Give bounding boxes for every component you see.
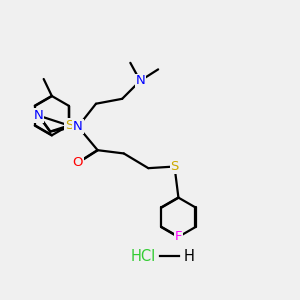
Text: HCl: HCl [131, 249, 156, 264]
Text: N: N [73, 120, 83, 133]
Text: S: S [170, 160, 179, 173]
Text: H: H [184, 249, 195, 264]
Text: S: S [65, 119, 73, 132]
Text: O: O [73, 156, 83, 169]
Text: N: N [135, 74, 145, 87]
Text: F: F [175, 230, 182, 243]
Text: N: N [34, 109, 43, 122]
